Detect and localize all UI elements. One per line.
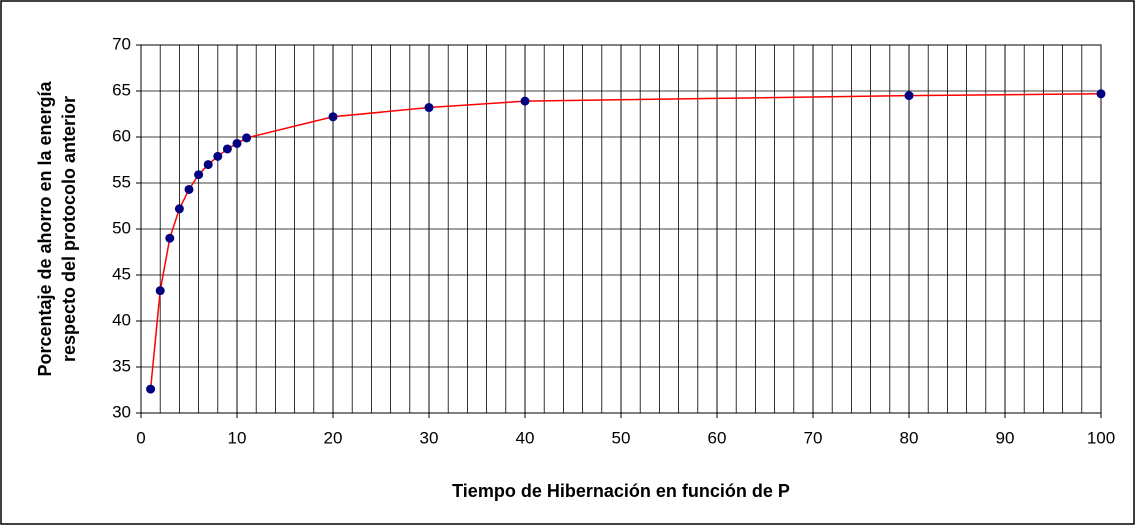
data-point xyxy=(155,286,165,296)
data-point xyxy=(232,138,242,148)
y-axis-title: Porcentaje de ahorro en la energía respe… xyxy=(35,80,79,376)
x-tick-label: 10 xyxy=(228,428,247,447)
x-tick-label: 100 xyxy=(1087,428,1115,447)
y-tick-label: 50 xyxy=(112,218,131,237)
x-axis-title: Tiempo de Hibernación en función de P xyxy=(452,481,790,501)
data-point xyxy=(213,151,223,161)
x-tick-label: 60 xyxy=(708,428,727,447)
data-point xyxy=(184,184,194,194)
data-point xyxy=(203,160,213,170)
y-tick-label: 70 xyxy=(112,34,131,53)
data-point xyxy=(194,170,204,180)
series-line xyxy=(149,93,1102,390)
data-point xyxy=(165,233,175,243)
y-axis-title-line: respecto del protocolo anterior xyxy=(59,96,79,362)
x-tick-label: 50 xyxy=(612,428,631,447)
data-point xyxy=(904,91,914,101)
y-tick-label: 55 xyxy=(112,172,131,191)
y-tick-label: 65 xyxy=(112,80,131,99)
y-tick-label: 30 xyxy=(112,402,131,421)
x-tick-label: 0 xyxy=(136,428,145,447)
x-tick-label: 30 xyxy=(420,428,439,447)
x-tick-label: 90 xyxy=(996,428,1015,447)
data-point xyxy=(328,112,338,122)
data-point xyxy=(242,133,252,143)
y-tick-label: 35 xyxy=(112,356,131,375)
data-point xyxy=(174,204,184,214)
x-tick-label: 70 xyxy=(804,428,823,447)
data-point xyxy=(520,96,530,106)
data-point xyxy=(222,144,232,154)
y-tick-label: 60 xyxy=(112,126,131,145)
x-tick-label: 80 xyxy=(900,428,919,447)
y-tick-label: 40 xyxy=(112,310,131,329)
data-point xyxy=(1096,89,1106,99)
data-point xyxy=(424,103,434,113)
x-tick-label: 20 xyxy=(324,428,343,447)
x-tick-label: 40 xyxy=(516,428,535,447)
data-point xyxy=(146,384,156,394)
y-tick-label: 45 xyxy=(112,264,131,283)
y-axis-title-line: Porcentaje de ahorro en la energía xyxy=(35,80,55,376)
